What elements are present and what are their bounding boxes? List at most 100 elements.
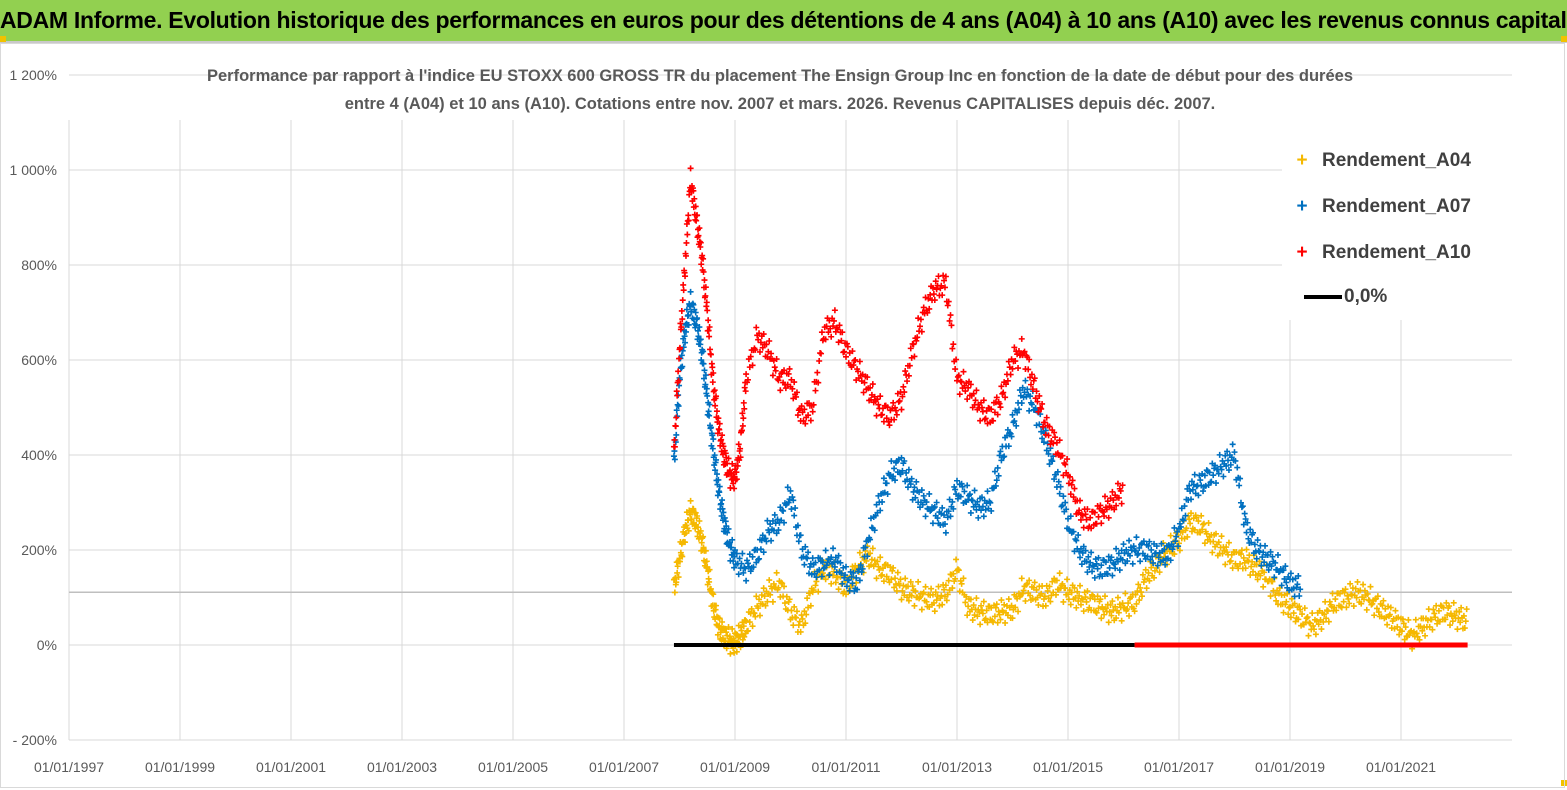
data-point (703, 558, 710, 565)
data-point (818, 350, 825, 357)
data-point (709, 379, 716, 386)
data-point (1136, 544, 1143, 551)
data-point (802, 620, 809, 627)
data-point (1109, 488, 1116, 495)
data-point (1287, 614, 1294, 621)
data-point (928, 585, 935, 592)
data-point (900, 383, 907, 390)
data-point (1387, 604, 1394, 611)
data-point (687, 288, 694, 295)
data-point (1284, 590, 1291, 597)
data-point (841, 348, 848, 355)
data-point (819, 570, 826, 577)
data-point (743, 618, 750, 625)
data-point (692, 309, 699, 316)
data-point (697, 341, 704, 348)
data-point (1250, 568, 1256, 575)
data-point (1220, 473, 1227, 480)
data-point (888, 458, 895, 465)
data-point (901, 389, 908, 396)
data-point (922, 583, 929, 590)
data-point (797, 628, 804, 635)
data-point (1085, 553, 1092, 560)
data-point (1422, 632, 1429, 639)
data-point (1037, 404, 1044, 411)
data-point (1267, 593, 1274, 600)
data-point (1083, 598, 1090, 605)
data-point (699, 252, 706, 259)
data-point (1208, 478, 1215, 485)
data-point (818, 573, 825, 580)
data-point (958, 580, 965, 587)
data-point (720, 443, 727, 450)
data-point (978, 602, 985, 609)
data-point (905, 372, 912, 379)
data-point (825, 329, 832, 336)
data-point (675, 574, 682, 581)
data-point (1083, 516, 1090, 523)
data-point (769, 372, 776, 379)
data-point (890, 564, 897, 571)
data-point (791, 603, 798, 610)
data-point (741, 384, 748, 391)
data-point (1015, 348, 1022, 355)
data-point (738, 427, 745, 434)
data-point (917, 316, 924, 323)
data-point (719, 432, 726, 439)
data-point (879, 571, 886, 578)
data-point (1258, 562, 1265, 569)
data-point (706, 401, 713, 408)
data-point (858, 569, 865, 576)
data-point (1253, 561, 1260, 568)
data-point (942, 529, 949, 536)
data-point (729, 460, 736, 467)
data-point (919, 501, 926, 508)
x-tick-label: 01/01/2007 (589, 759, 659, 775)
data-point (770, 580, 777, 587)
data-point (1054, 468, 1061, 475)
data-point (945, 577, 952, 584)
data-point (970, 602, 977, 609)
data-point (1126, 537, 1133, 544)
data-point (743, 577, 750, 584)
data-point (1310, 622, 1317, 629)
data-point (1115, 550, 1122, 557)
data-point (867, 384, 874, 391)
data-point (1234, 464, 1241, 471)
data-point (1040, 439, 1047, 446)
data-point (739, 550, 746, 557)
data-point (814, 369, 821, 376)
data-point (685, 212, 692, 219)
data-point (1272, 592, 1279, 599)
data-point (772, 367, 779, 374)
data-point (1080, 543, 1087, 550)
data-point (1295, 572, 1302, 579)
data-point (892, 477, 899, 484)
data-point (1364, 590, 1371, 597)
data-point (789, 385, 796, 392)
data-point (926, 305, 933, 312)
data-point (1005, 596, 1012, 603)
data-point (1222, 561, 1229, 568)
data-point (944, 591, 951, 598)
data-point (1134, 588, 1141, 595)
data-point (1068, 481, 1075, 488)
data-point (713, 456, 720, 463)
data-point (1091, 509, 1098, 516)
data-point (1052, 434, 1059, 441)
data-point (1171, 551, 1178, 558)
data-point (1093, 560, 1100, 567)
data-point (899, 467, 906, 474)
data-point (1280, 609, 1287, 616)
x-tick-label: 01/01/2021 (1366, 759, 1436, 775)
data-point (741, 405, 748, 412)
data-point (794, 522, 801, 529)
data-point (764, 598, 771, 605)
data-point (933, 499, 940, 506)
data-point (1066, 473, 1073, 480)
data-point (1237, 551, 1244, 558)
data-point (1176, 520, 1183, 527)
data-point (988, 406, 995, 413)
data-point (1197, 477, 1204, 484)
data-point (1060, 598, 1067, 605)
